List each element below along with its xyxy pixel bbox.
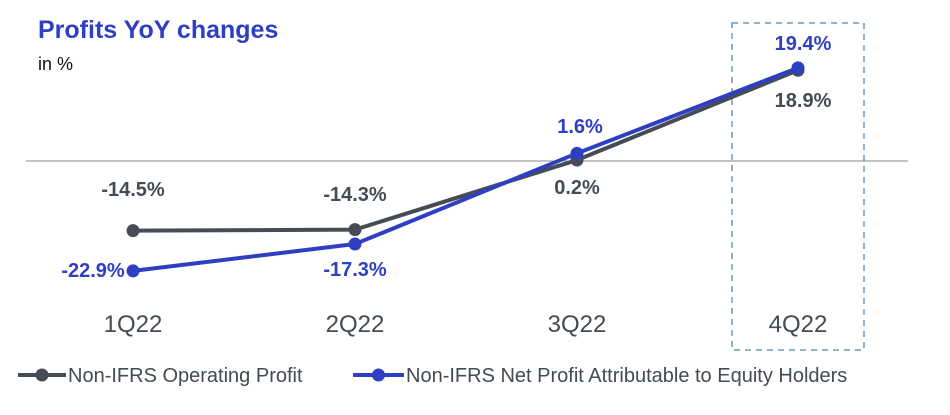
data-label-s1-1q22: -22.9%	[61, 260, 125, 282]
highlight-box	[731, 22, 865, 351]
legend-label-non-ifrs-operating-profit: Non-IFRS Operating Profit	[68, 365, 303, 387]
data-label-s1-2q22: -17.3%	[323, 259, 387, 281]
data-label-s0-3q22: 0.2%	[554, 177, 600, 199]
data-point-s0-1q22	[126, 224, 140, 238]
legend-marker-non-ifrs-net-profit-attributable-to-equity-holders	[372, 368, 385, 382]
data-point-s0-2q22	[348, 223, 362, 237]
data-label-s1-3q22: 1.6%	[557, 116, 603, 138]
data-label-s0-4q22: 18.9%	[775, 90, 832, 112]
x-tick-label-2q22: 2Q22	[326, 311, 385, 338]
data-point-s1-2q22	[348, 237, 362, 251]
data-label-s1-4q22: 19.4%	[775, 33, 832, 55]
chart-title: Profits YoY changes	[38, 16, 279, 44]
series-line-non-ifrs-operating-profit	[132, 68, 799, 233]
x-tick-label-3q22: 3Q22	[548, 311, 607, 338]
data-label-s0-1q22: -14.5%	[101, 179, 165, 201]
legend-marker-non-ifrs-operating-profit	[35, 368, 49, 382]
x-tick-label-4q22: 4Q22	[769, 311, 828, 338]
data-point-s1-1q22	[126, 264, 140, 278]
data-label-s0-2q22: -14.3%	[323, 184, 387, 206]
data-point-s1-4q22	[791, 61, 805, 75]
legend-label-non-ifrs-net-profit-attributable-to-equity-holders: Non-IFRS Net Profit Attributable to Equi…	[406, 365, 847, 387]
series-line-non-ifrs-net-profit-attributable-to-equity-holders	[132, 66, 799, 273]
x-tick-label-1q22: 1Q22	[104, 311, 163, 338]
data-point-s1-3q22	[570, 146, 584, 160]
chart-subtitle: in %	[38, 54, 74, 74]
